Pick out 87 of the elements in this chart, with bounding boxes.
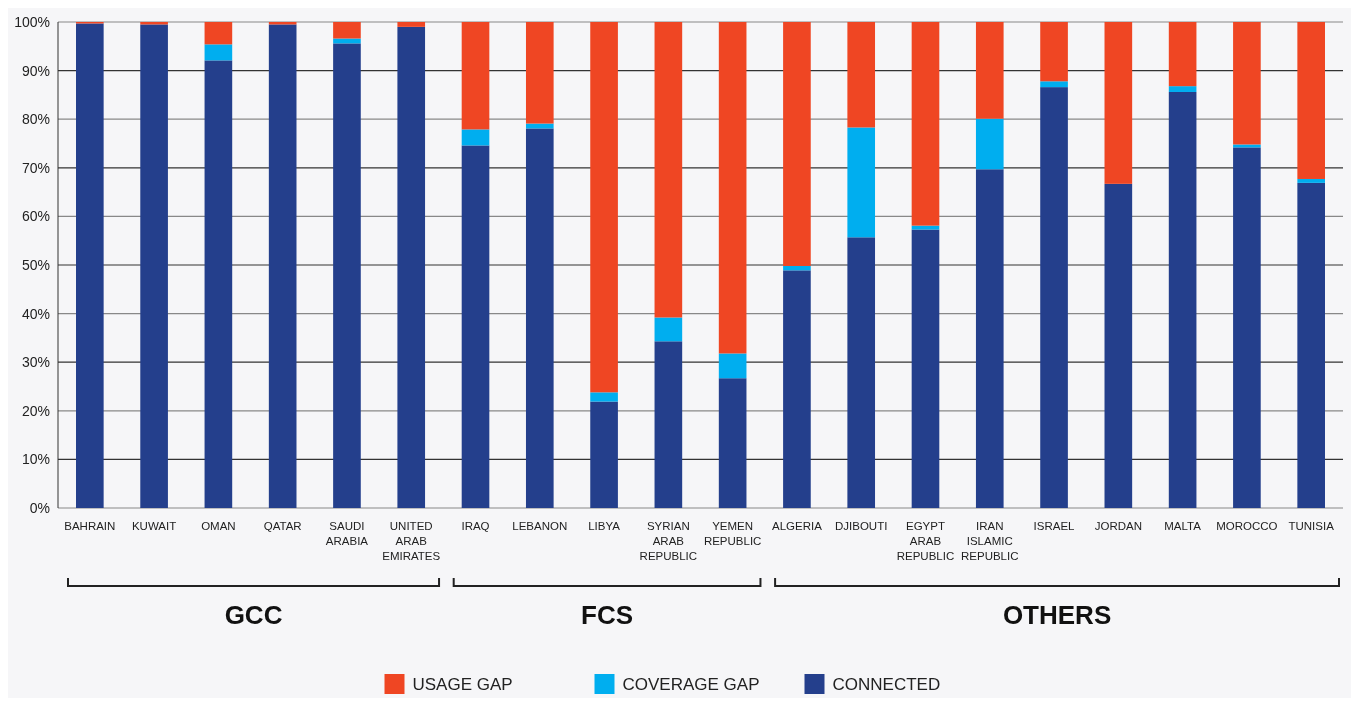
- y-tick-label: 100%: [14, 13, 50, 30]
- bar: [461, 145, 490, 508]
- legend-label: USAGE GAP: [412, 674, 513, 694]
- bar: [525, 128, 554, 508]
- bar: [975, 22, 1004, 119]
- x-tick-label: SAUDI ARABIA: [325, 520, 369, 547]
- bar: [1168, 22, 1197, 87]
- bar: [397, 26, 426, 508]
- x-tick-label: JORDAN: [1094, 520, 1142, 532]
- x-tick-label: UNITED ARAB EMIRATES: [382, 520, 441, 562]
- bar: [1168, 86, 1197, 92]
- bar: [975, 169, 1004, 508]
- bar: [1297, 22, 1325, 179]
- text: FCS: [581, 600, 634, 630]
- bar: [333, 22, 361, 39]
- x-tick-label: IRAQ: [461, 520, 490, 532]
- x-tick-label: IRAN ISLAMIC REPUBLIC: [961, 520, 1019, 562]
- bar: [654, 22, 683, 318]
- bar: [333, 43, 361, 508]
- bar: [590, 401, 618, 508]
- bar: [525, 22, 554, 124]
- bar: [1297, 182, 1325, 508]
- bar: [783, 22, 811, 266]
- bar: [718, 22, 747, 354]
- y-tick-label: 0%: [29, 499, 50, 516]
- x-tick-label: ISRAEL: [1033, 520, 1076, 532]
- x-tick-label: DJIBOUTI: [835, 520, 888, 532]
- bar: [718, 353, 747, 379]
- bar: [1233, 147, 1261, 508]
- bar: [847, 22, 876, 128]
- bar: [1104, 183, 1133, 508]
- bar: [1233, 22, 1261, 145]
- bar: [397, 22, 426, 27]
- x-tick-label: KUWAIT: [131, 520, 177, 532]
- bar: [1040, 22, 1068, 82]
- bar: [847, 127, 876, 238]
- x-tick-label: QATAR: [263, 520, 302, 532]
- x-tick-label: ALGERIA: [771, 520, 823, 532]
- bar: [590, 22, 618, 393]
- y-tick-label: 20%: [21, 402, 50, 419]
- bar: [911, 22, 940, 226]
- bar: [590, 392, 618, 402]
- bar: [1040, 87, 1068, 508]
- x-tick-label: LEBANON: [512, 520, 568, 532]
- bar: [1233, 144, 1261, 148]
- x-tick-label: MOROCCO: [1216, 520, 1278, 532]
- bar: [847, 237, 876, 508]
- legend-label: CONNECTED: [832, 674, 941, 694]
- y-tick-label: 30%: [21, 354, 50, 371]
- y-tick-label: 60%: [21, 208, 50, 225]
- x-tick-label: TUNISIA: [1288, 520, 1335, 532]
- bar: [783, 265, 811, 271]
- text: OTHERS: [1002, 600, 1112, 630]
- bar: [461, 22, 490, 130]
- bar: [975, 118, 1004, 170]
- x-tick-label: MALTA: [1164, 520, 1202, 532]
- x-tick-label: YEMEN REPUBLIC: [703, 520, 762, 547]
- bar: [204, 60, 233, 508]
- bar: [718, 378, 747, 508]
- bar: [204, 44, 233, 61]
- bar: [654, 317, 683, 342]
- bar: [1168, 91, 1197, 508]
- x-tick-label: EGYPT ARAB REPUBLIC: [896, 520, 955, 562]
- y-tick-label: 50%: [21, 256, 50, 273]
- legend-label: COVERAGE GAP: [622, 674, 760, 694]
- x-tick-label: BAHRAIN: [64, 520, 116, 532]
- bar: [911, 225, 940, 230]
- bar: [140, 24, 168, 508]
- bar: [654, 341, 683, 508]
- bar: [1040, 81, 1068, 88]
- x-tick-label: SYRIAN ARAB REPUBLIC: [639, 520, 698, 562]
- bar: [268, 24, 297, 508]
- bar: [783, 270, 811, 508]
- x-tick-label: OMAN: [201, 520, 236, 532]
- y-tick-label: 80%: [21, 111, 50, 128]
- y-tick-label: 10%: [21, 451, 50, 468]
- y-tick-label: 40%: [21, 305, 50, 322]
- y-tick-label: 90%: [21, 62, 50, 79]
- bar: [461, 129, 490, 146]
- bar: [1297, 178, 1325, 183]
- bar: [1104, 22, 1133, 184]
- text: GCC: [224, 600, 283, 630]
- bar: [911, 229, 940, 508]
- y-tick-label: 70%: [21, 159, 50, 176]
- bar: [204, 22, 233, 45]
- bar: [76, 23, 104, 508]
- x-tick-label: LIBYA: [588, 520, 621, 532]
